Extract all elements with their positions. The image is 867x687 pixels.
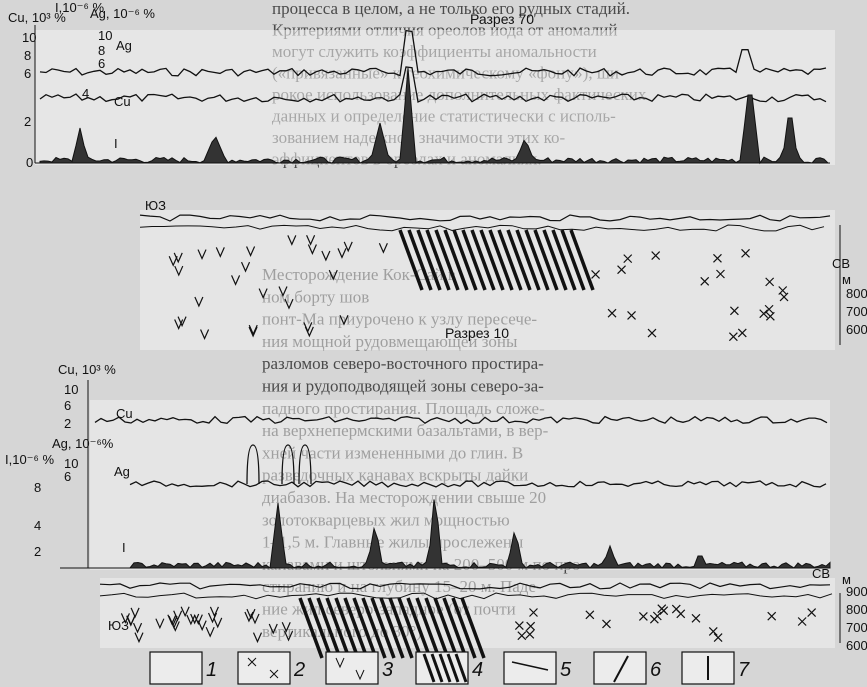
legend-label: 6 [650, 659, 662, 681]
section-label: 2 [34, 544, 41, 559]
section-label: 2 [64, 416, 71, 431]
profile-label: 700 [846, 620, 867, 635]
profile-label: ЮЗ [145, 198, 166, 213]
section-label: 6 [24, 66, 31, 81]
section-label: 0 [26, 155, 33, 170]
profile-label: СВ [832, 256, 850, 271]
legend-label: 4 [472, 659, 483, 681]
legend-label: 7 [738, 659, 750, 681]
profile-label: 900 [846, 584, 867, 599]
profile-label: 800 [846, 602, 867, 617]
legend-label: 5 [560, 659, 572, 681]
plot-backdrop [90, 400, 830, 570]
profile-label: ЮЗ [108, 618, 129, 633]
section-label: 6 [98, 56, 105, 71]
body-line: разломов северо-восточного простира- [262, 354, 544, 373]
legend-box [326, 652, 378, 684]
legend-label: 1 [206, 659, 217, 681]
figure: процесса в целом, а не только его рудных… [0, 0, 867, 687]
body-line: ния и рудоподводящей зоны северо-за- [262, 377, 544, 396]
section-label: Ag, 10⁻⁶% [52, 436, 114, 451]
section-label: Cu [114, 94, 131, 109]
profile-label: 600 [846, 322, 867, 337]
section-label: 6 [64, 469, 71, 484]
section-label: 10 [98, 28, 112, 43]
profile-label: 600 [846, 638, 867, 653]
section-label: 2 [24, 114, 31, 129]
section-label: Ag [116, 38, 132, 53]
section-label: 4 [82, 86, 89, 101]
section-label: 8 [34, 480, 41, 495]
profile-label: СВ [812, 566, 830, 581]
legend-label: 2 [293, 659, 305, 681]
section-label: Cu, 10³ % [58, 362, 116, 377]
section-label: 10 [22, 30, 36, 45]
section-label: I [122, 540, 126, 555]
section-label: 4 [34, 518, 41, 533]
section-label: 10 [64, 382, 78, 397]
body-line: процесса в целом, а не только его рудных… [272, 0, 630, 18]
section-label: 8 [24, 48, 31, 63]
profile-label: 700 [846, 304, 867, 319]
section-label: Ag, 10⁻⁶ % [90, 6, 155, 21]
section-label: 6 [64, 398, 71, 413]
section-title: Разрез 10 [445, 325, 509, 341]
legend-box [504, 652, 556, 684]
section-label: I [114, 136, 118, 151]
section-label: I,10⁻⁶ % [5, 452, 55, 467]
legend-label: 3 [382, 659, 393, 681]
profile-label: м [842, 272, 851, 287]
section-label: Cu [116, 406, 133, 421]
legend-box [150, 652, 202, 684]
section-title: Разрез 70 [470, 11, 534, 27]
legend-box [594, 652, 646, 684]
profile-label: 800 [846, 286, 867, 301]
section-label: Ag [114, 464, 130, 479]
legend-box [238, 652, 290, 684]
